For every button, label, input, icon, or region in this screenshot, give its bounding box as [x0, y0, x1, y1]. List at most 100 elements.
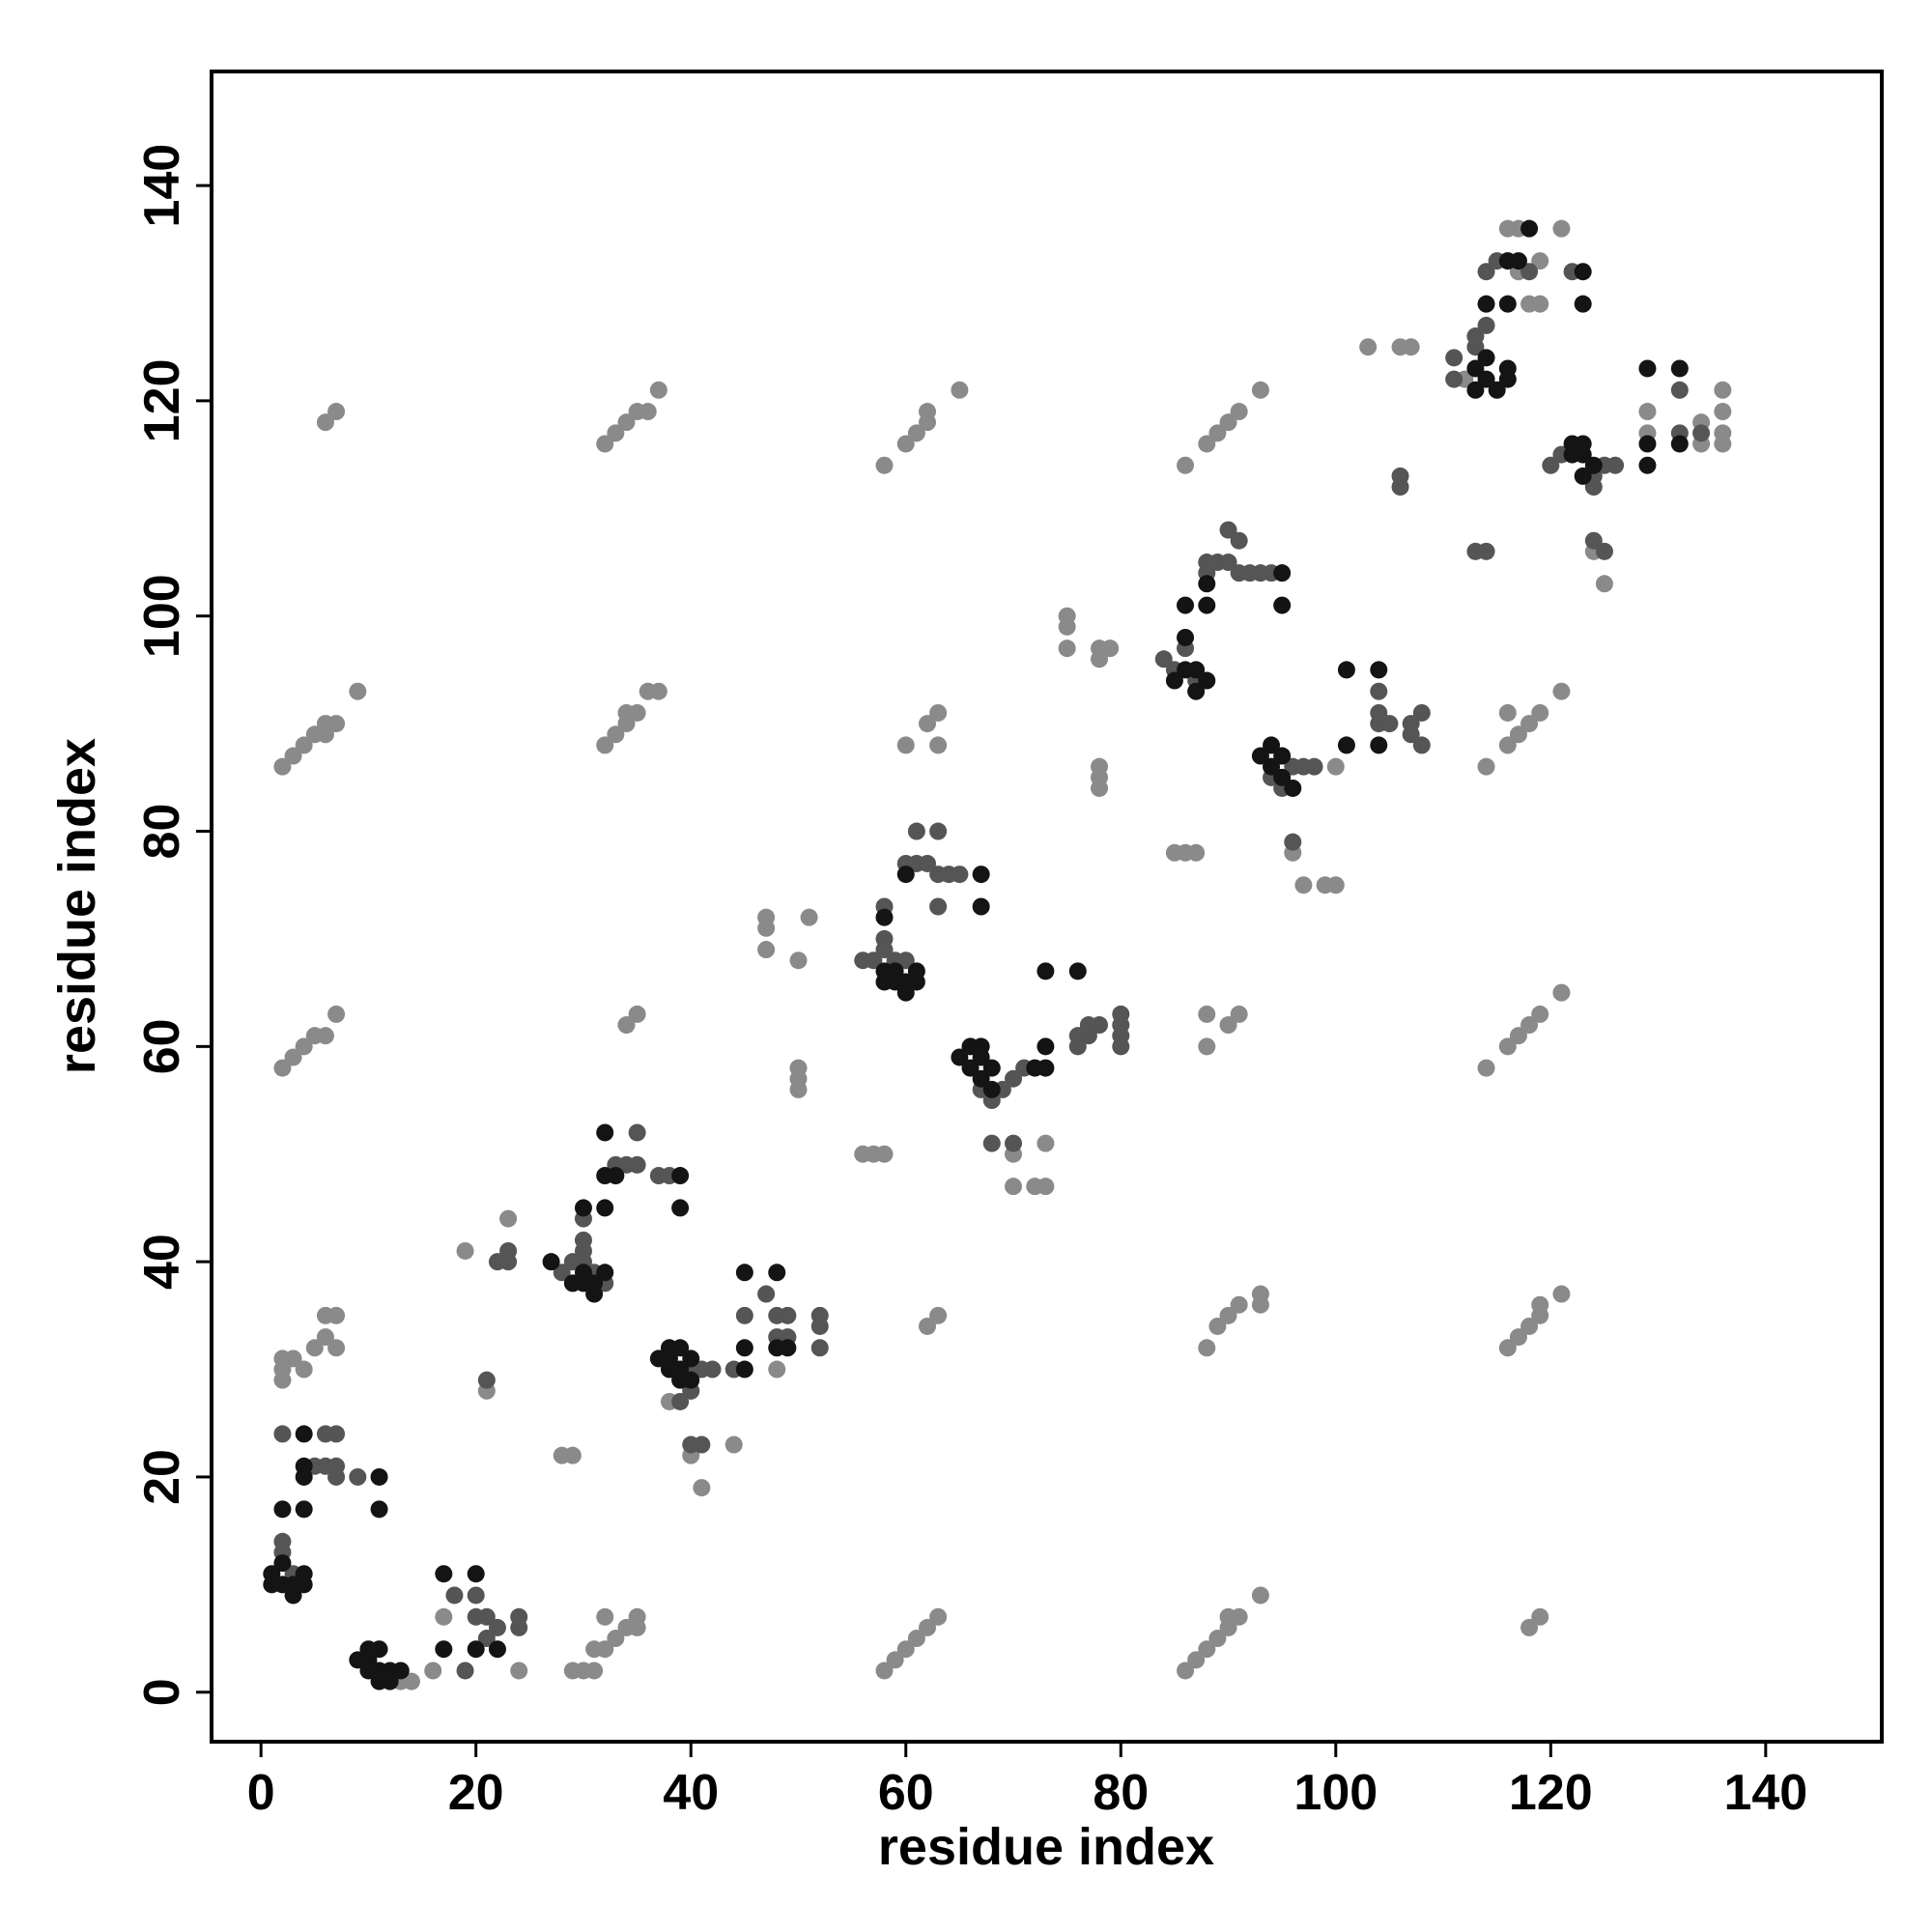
point: [1037, 1134, 1055, 1152]
point: [682, 1371, 700, 1389]
point: [585, 1662, 604, 1680]
x-axis-title: residue index: [878, 1818, 1214, 1876]
point: [596, 1123, 614, 1142]
point: [1326, 757, 1345, 776]
point: [585, 1274, 604, 1293]
point: [349, 1467, 367, 1486]
point: [1498, 703, 1517, 722]
point: [951, 866, 969, 884]
point: [402, 1672, 420, 1690]
point: [929, 1607, 948, 1626]
point: [982, 1080, 1001, 1098]
point: [607, 1167, 625, 1185]
point: [919, 715, 936, 733]
point: [628, 1123, 646, 1142]
point: [488, 1618, 506, 1636]
point: [1595, 575, 1613, 593]
point: [919, 1317, 936, 1335]
point: [671, 1392, 690, 1410]
point: [1230, 1295, 1248, 1314]
point: [1638, 435, 1657, 453]
point: [1273, 564, 1292, 582]
point: [1477, 263, 1495, 281]
point: [1198, 435, 1216, 453]
point: [1542, 456, 1560, 474]
point: [810, 1339, 829, 1357]
point: [316, 1306, 334, 1324]
point: [1230, 403, 1248, 421]
point: [499, 1241, 518, 1260]
x-tick-label: 140: [1723, 1765, 1807, 1821]
y-tick-label: 120: [134, 359, 190, 443]
point: [1552, 1285, 1571, 1303]
point: [467, 1640, 485, 1659]
point: [886, 1651, 904, 1669]
point: [1294, 876, 1313, 895]
point: [1574, 263, 1592, 281]
point: [1005, 1134, 1023, 1152]
point: [735, 1339, 753, 1357]
point: [1112, 1037, 1130, 1056]
point: [1466, 327, 1485, 346]
point: [477, 1630, 496, 1648]
point: [596, 1607, 614, 1626]
point: [1005, 1178, 1023, 1196]
point: [316, 413, 334, 432]
point: [907, 822, 925, 840]
point: [596, 1640, 614, 1659]
point: [929, 1306, 948, 1324]
point: [1198, 575, 1216, 593]
point: [477, 1371, 496, 1389]
point: [295, 1457, 313, 1475]
point: [1177, 661, 1195, 679]
point: [596, 435, 614, 453]
point: [1584, 531, 1603, 550]
point: [1177, 1662, 1195, 1680]
point: [1391, 467, 1409, 485]
point: [693, 1435, 711, 1454]
point: [1466, 381, 1485, 399]
x-tick-label: 40: [663, 1765, 719, 1821]
point: [1198, 671, 1216, 690]
point: [1595, 542, 1613, 560]
point: [1165, 671, 1183, 690]
point: [370, 1640, 388, 1659]
point: [1488, 381, 1506, 399]
point: [327, 715, 346, 733]
y-tick-label: 100: [134, 574, 190, 658]
y-tick-label: 80: [134, 804, 190, 860]
point: [1273, 768, 1292, 786]
point: [1198, 1640, 1216, 1659]
point: [1531, 295, 1549, 313]
point: [1520, 1016, 1539, 1035]
point: [972, 1069, 990, 1088]
point: [671, 1360, 690, 1378]
point: [1412, 703, 1431, 722]
point: [1402, 715, 1420, 733]
point: [1263, 757, 1281, 776]
point: [1208, 424, 1227, 442]
point: [1520, 715, 1539, 733]
point: [1574, 467, 1592, 485]
point: [896, 952, 915, 970]
point: [628, 1607, 646, 1626]
point: [768, 1360, 786, 1378]
point: [370, 1467, 388, 1486]
point: [596, 1199, 614, 1217]
point: [1670, 435, 1689, 453]
point: [724, 1435, 743, 1454]
point: [875, 908, 894, 926]
plot-frame: [210, 70, 1884, 1744]
point: [972, 866, 990, 884]
point: [1445, 349, 1463, 367]
point: [596, 1264, 614, 1282]
point: [693, 1479, 711, 1497]
point: [735, 1306, 753, 1324]
point: [1219, 554, 1237, 572]
point: [1692, 424, 1711, 442]
point: [327, 1339, 346, 1357]
y-tick-label: 20: [134, 1449, 190, 1505]
point: [875, 941, 894, 959]
point: [284, 1350, 302, 1368]
point: [467, 1565, 485, 1583]
